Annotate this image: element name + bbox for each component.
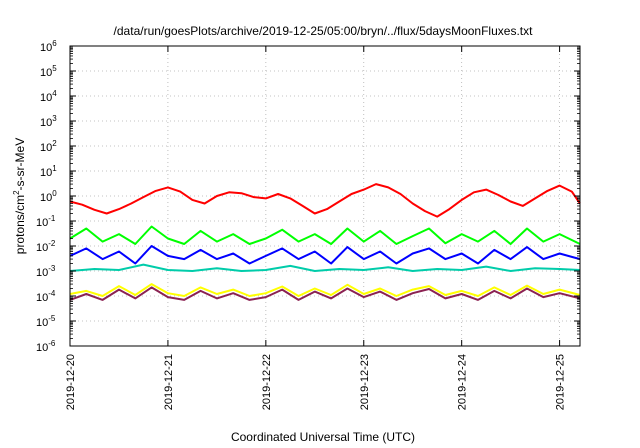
ticks: 10-6 10-5 10-4 10-3 10-2 10-1 100 101 102 103 104 1… — [36, 39, 580, 410]
y-tick-label: 101 — [40, 164, 57, 179]
x-tick-label: 2019-12-20 — [65, 354, 77, 410]
y-tick-label: 10-5 — [36, 314, 56, 329]
x-tick-label: 2019-12-25 — [555, 354, 567, 410]
x-tick-label: 2019-12-21 — [163, 354, 175, 410]
x-tick-label: 2019-12-23 — [359, 354, 371, 410]
y-axis-label-rest: -s-sr-MeV — [13, 138, 27, 191]
y-axis-label-sup: 2 — [12, 190, 21, 195]
series-layer — [69, 183, 581, 301]
y-tick-label: 104 — [40, 89, 57, 104]
y-tick-label: 106 — [40, 39, 57, 54]
x-tick-label: 2019-12-24 — [457, 354, 469, 410]
y-axis-label: protons/cm2-s-sr-MeV — [12, 138, 27, 254]
y-tick-label: 102 — [40, 139, 57, 154]
series-line-4 — [69, 263, 581, 272]
grid — [70, 46, 580, 346]
series-line-5 — [69, 283, 581, 297]
series-line-6 — [69, 286, 581, 301]
y-tick-label: 10-6 — [36, 339, 56, 354]
y-tick-label: 103 — [40, 114, 57, 129]
y-tick-label: 10-1 — [36, 214, 56, 229]
chart-title: /data/run/goesPlots/archive/2019-12-25/0… — [114, 24, 534, 38]
y-tick-label: 100 — [40, 189, 57, 204]
x-axis-label: Coordinated Universal Time (UTC) — [231, 430, 415, 444]
series-line-2 — [69, 225, 581, 245]
series-line-3 — [69, 245, 581, 265]
y-axis-label-base: protons/cm — [13, 195, 27, 254]
y-tick-label: 10-2 — [36, 239, 56, 254]
series-line-1 — [69, 183, 581, 218]
y-tick-label: 10-3 — [36, 264, 56, 279]
y-tick-label: 10-4 — [36, 289, 56, 304]
y-tick-label: 105 — [40, 64, 57, 79]
x-tick-label: 2019-12-22 — [261, 354, 273, 410]
